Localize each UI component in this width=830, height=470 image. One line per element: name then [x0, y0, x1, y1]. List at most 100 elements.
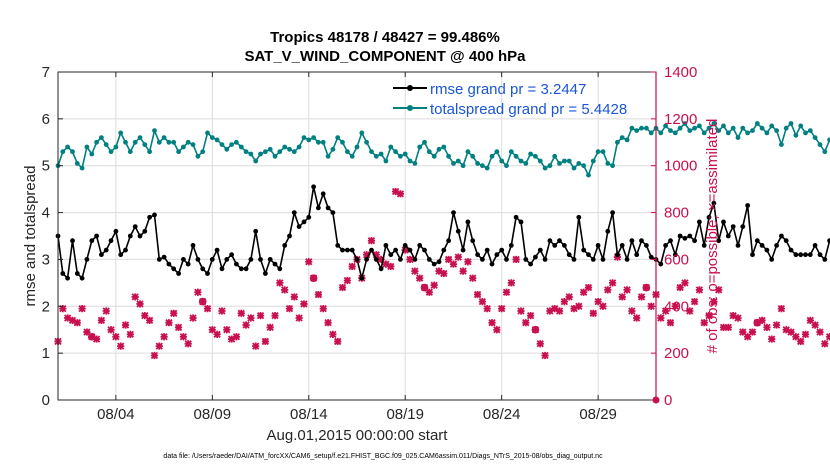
rmse-point: [103, 247, 109, 253]
rmse-point: [711, 200, 717, 206]
rmse-point: [687, 233, 693, 239]
rmse-point: [224, 257, 230, 262]
totalspread-point: [562, 158, 567, 164]
totalspread-point: [803, 130, 808, 136]
y2-tick-label: 1400: [664, 64, 697, 81]
totalspread-point: [277, 149, 283, 155]
rmse-point: [79, 275, 85, 281]
totalspread-point: [113, 144, 119, 150]
totalspread-point: [697, 123, 702, 129]
rmse-point: [181, 257, 186, 262]
obs-assimilated-marker: [623, 286, 631, 294]
y2-tick-label: 1200: [664, 111, 697, 128]
totalspread-point: [137, 135, 143, 141]
obs-assimilated-marker: [213, 330, 221, 339]
totalspread-point: [687, 128, 693, 134]
totalspread-point: [817, 142, 823, 148]
totalspread-point: [176, 149, 182, 155]
obs-assimilated-marker: [565, 293, 573, 301]
rmse-point: [547, 238, 553, 244]
totalspread-point: [475, 161, 480, 166]
totalspread-point: [190, 142, 196, 148]
y2-tick-label: 1000: [664, 158, 697, 175]
totalspread-point: [441, 144, 447, 150]
rmse-point: [156, 257, 162, 262]
obs-assimilated-marker: [715, 286, 723, 294]
totalspread-point: [629, 125, 635, 131]
obs-assimilated-marker: [141, 312, 149, 320]
obs-assimilated-marker: [710, 297, 718, 306]
rmse-point: [605, 228, 611, 234]
totalspread-point: [581, 163, 587, 169]
rmse-point: [595, 243, 601, 248]
rmse-point: [441, 247, 447, 253]
totalspread-point: [470, 153, 476, 159]
rmse-point: [94, 233, 99, 239]
footnote: data file: /Users/raeder/DAI/ATM_forcXX/…: [163, 453, 603, 460]
rmse-point: [480, 257, 485, 262]
obs-assimilated-marker: [449, 260, 458, 268]
totalspread-point: [446, 153, 451, 159]
legend-label-totalspread: totalspread grand pr = 5.4428: [430, 101, 627, 118]
totalspread-point: [426, 149, 432, 155]
rmse-point: [407, 247, 413, 253]
obs-assimilated-marker: [237, 309, 245, 317]
totalspread-point: [118, 130, 124, 136]
totalspread-point: [740, 125, 746, 131]
obs-assimilated-marker: [801, 330, 810, 339]
totalspread-point: [369, 149, 374, 155]
rmse-point: [171, 266, 177, 272]
rmse-point: [99, 252, 104, 258]
rmse-point: [644, 243, 649, 248]
totalspread-point: [306, 137, 312, 143]
obs-assimilated-marker: [662, 307, 670, 315]
obs-assimilated-marker: [343, 276, 351, 285]
obs-assimilated-marker: [551, 304, 559, 313]
obs-assimilated-marker: [734, 314, 742, 322]
rmse-point: [373, 257, 379, 262]
totalspread-point: [663, 123, 668, 129]
obs-assimilated-marker: [580, 288, 588, 296]
obs-assimilated-marker: [223, 326, 231, 334]
obs-assimilated-marker: [247, 314, 255, 322]
rmse-point: [779, 233, 784, 239]
totalspread-point: [320, 139, 326, 145]
obs-assimilated-marker: [454, 253, 462, 261]
rmse-point: [84, 257, 90, 262]
totalspread-point: [451, 161, 456, 166]
obs-assimilated-marker: [295, 314, 303, 322]
rmse-point: [600, 257, 606, 262]
totalspread-point: [499, 158, 505, 164]
chart-title: Tropics 48178 / 48427 = 99.486%: [270, 29, 500, 46]
totalspread-point: [335, 135, 341, 141]
obs-assimilated-marker: [604, 286, 612, 294]
totalspread-point: [345, 149, 350, 155]
rmse-point: [528, 261, 533, 267]
rmse-point: [827, 238, 830, 244]
rmse-point: [89, 238, 95, 244]
totalspread-point: [417, 144, 423, 150]
totalspread-point: [311, 135, 316, 141]
rmse-point: [692, 238, 697, 244]
totalspread-point: [161, 135, 167, 141]
obs-assimilated-marker: [309, 274, 318, 282]
totalspread-point: [465, 149, 471, 155]
rmse-point: [807, 252, 813, 258]
totalspread-point: [60, 149, 66, 155]
rmse-point: [200, 266, 206, 272]
totalspread-point: [455, 158, 461, 164]
obs-assimilated-marker: [536, 340, 544, 348]
totalspread-point: [243, 149, 249, 155]
rmse-point: [658, 261, 664, 267]
totalspread-point: [132, 139, 138, 145]
rmse-point: [412, 257, 418, 262]
rmse-point: [345, 247, 350, 253]
totalspread-point: [84, 144, 90, 150]
rmse-point: [470, 238, 476, 244]
rmse-point: [740, 224, 746, 230]
totalspread-point: [822, 149, 828, 155]
rmse-point: [586, 252, 591, 258]
rmse-point: [369, 247, 374, 253]
obs-assimilated-marker: [285, 304, 294, 313]
obs-assimilated-marker: [367, 237, 376, 245]
